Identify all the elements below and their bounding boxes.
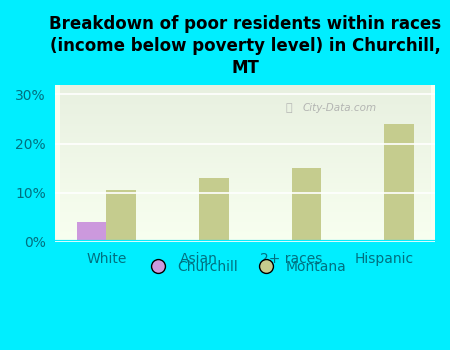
Bar xyxy=(384,124,414,242)
Bar xyxy=(77,222,106,242)
Bar xyxy=(292,168,321,242)
Legend: Churchill, Montana: Churchill, Montana xyxy=(139,254,352,279)
Text: ⓘ: ⓘ xyxy=(286,103,292,113)
Text: City-Data.com: City-Data.com xyxy=(303,103,377,113)
Title: Breakdown of poor residents within races
(income below poverty level) in Churchi: Breakdown of poor residents within races… xyxy=(49,15,441,77)
Bar xyxy=(199,178,229,242)
Bar xyxy=(106,190,136,242)
